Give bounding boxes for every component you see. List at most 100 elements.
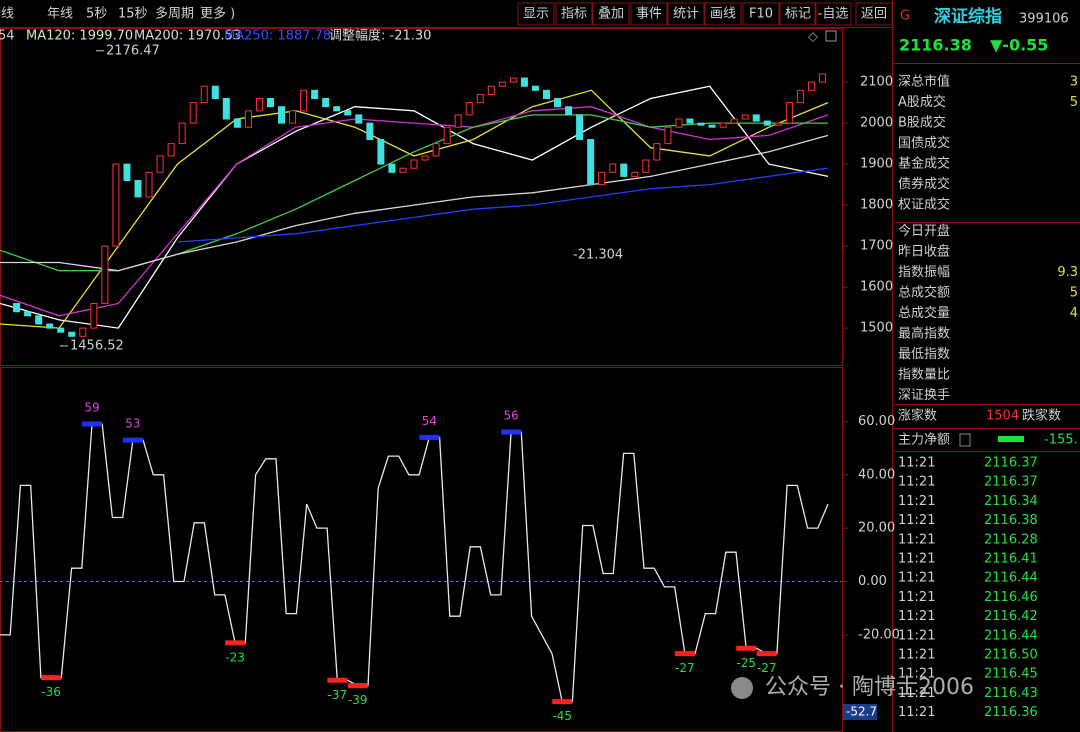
- chart-icon: [825, 30, 837, 42]
- candle: [664, 126, 672, 145]
- toolbar-button[interactable]: [592, 2, 630, 26]
- candle: [531, 85, 539, 91]
- toolbar-label[interactable]: 显示: [523, 7, 549, 22]
- candle: [587, 139, 595, 186]
- candle: [410, 159, 418, 169]
- toolbar-label[interactable]: F10: [749, 7, 773, 22]
- period-tab[interactable]: 15秒: [118, 7, 148, 22]
- tick-price: 2116.45: [984, 667, 1038, 682]
- info-label: 深总市值: [898, 74, 950, 90]
- info-label: B股成交: [898, 115, 946, 131]
- toolbar-button[interactable]: [742, 2, 780, 26]
- net-icon: [959, 433, 971, 447]
- candle: [355, 114, 363, 124]
- toolbar-label[interactable]: 统计: [673, 7, 699, 22]
- toolbar-label[interactable]: 事件: [636, 7, 662, 22]
- candle: [631, 171, 639, 177]
- ma-line: [0, 134, 829, 272]
- ma-line: [0, 85, 829, 329]
- info-label: 债券成交: [898, 176, 950, 192]
- info-label: 今日开盘: [898, 223, 950, 239]
- indicator-tick-label: 60.00: [858, 414, 895, 429]
- extreme-label: -36: [41, 685, 61, 699]
- candle: [542, 89, 550, 100]
- quote-change: ▼-0.55: [990, 36, 1048, 55]
- tick-time: 11:21: [898, 532, 935, 547]
- candle: [708, 124, 716, 128]
- candle: [509, 77, 517, 83]
- extreme-label: -27: [675, 661, 695, 675]
- tick-price: 2116.41: [984, 552, 1038, 567]
- toolbar-label[interactable]: 标记: [785, 7, 811, 22]
- candle: [454, 114, 462, 128]
- extreme-label: -27: [757, 661, 777, 675]
- toolbar-button[interactable]: [667, 2, 705, 26]
- toolbar-button[interactable]: [517, 2, 555, 26]
- extreme-label: 59: [84, 401, 99, 415]
- ma-line: [0, 106, 829, 317]
- candle: [554, 98, 562, 108]
- period-tab[interactable]: 多周期: [155, 6, 194, 22]
- indicator-tick-label: 0.00: [858, 574, 887, 589]
- candle: [289, 110, 297, 124]
- candle: [719, 122, 727, 128]
- extreme-label: 56: [503, 409, 518, 423]
- candle: [167, 143, 175, 157]
- toolbar-label[interactable]: 画线: [710, 7, 736, 22]
- tick-price: 2116.44: [984, 571, 1038, 586]
- candle: [123, 163, 131, 182]
- candle: [57, 327, 65, 333]
- low-label: 1456.52: [70, 338, 124, 353]
- ma-line: [177, 167, 829, 243]
- extreme-label: 53: [125, 417, 140, 431]
- candle: [763, 120, 771, 126]
- toolbar-button[interactable]: [779, 2, 817, 26]
- candle: [300, 89, 308, 112]
- tick-time: 11:21: [898, 648, 935, 663]
- period-tab[interactable]: 季线: [0, 7, 14, 22]
- candle: [443, 126, 451, 145]
- watermark-icon: [731, 677, 753, 699]
- drop-label: -21.304: [573, 248, 623, 263]
- candle: [399, 167, 407, 173]
- candle: [13, 303, 21, 313]
- period-tab[interactable]: 5秒: [86, 7, 107, 22]
- toolbar-button[interactable]: [855, 2, 893, 26]
- period-tab[interactable]: 年线: [47, 7, 73, 22]
- candle: [278, 106, 286, 124]
- candle: [432, 143, 440, 157]
- period-tab[interactable]: 更多 ): [200, 6, 235, 22]
- toolbar-label[interactable]: 叠加: [598, 7, 624, 22]
- candle: [752, 114, 760, 122]
- info-value: 9.3: [1057, 265, 1078, 280]
- indicator-tick-label: -20.00: [858, 627, 900, 642]
- candle: [344, 110, 352, 116]
- toolbar-button[interactable]: [630, 2, 668, 26]
- tick-price: 2116.38: [984, 513, 1038, 528]
- toolbar-label[interactable]: 返回: [861, 7, 887, 22]
- quote-flag: G: [900, 9, 910, 24]
- tick-time: 11:21: [898, 667, 935, 682]
- candle: [266, 98, 274, 108]
- candle: [730, 118, 738, 124]
- toolbar-button[interactable]: [555, 2, 593, 26]
- toolbar-button[interactable]: [704, 2, 742, 26]
- up-count: 1504: [986, 409, 1019, 424]
- toolbar-button[interactable]: [814, 2, 852, 26]
- toolbar-label[interactable]: 指标: [561, 7, 587, 22]
- tick-time: 11:21: [898, 628, 935, 643]
- candle: [145, 171, 153, 198]
- tick-time: 11:21: [898, 590, 935, 605]
- candle: [774, 122, 782, 126]
- price-tick-label: 2000: [860, 116, 893, 131]
- info-label: 国债成交: [898, 135, 950, 151]
- tick-price: 2116.37: [984, 475, 1038, 490]
- info-label: 总成交额: [898, 285, 950, 301]
- info-value: 5: [1070, 286, 1078, 301]
- toolbar-label[interactable]: -自选: [818, 7, 849, 22]
- price-tick-label: 1800: [860, 198, 893, 213]
- extreme-label: -37: [328, 688, 348, 702]
- chart-icon: ◇: [808, 30, 818, 45]
- candle: [101, 245, 109, 305]
